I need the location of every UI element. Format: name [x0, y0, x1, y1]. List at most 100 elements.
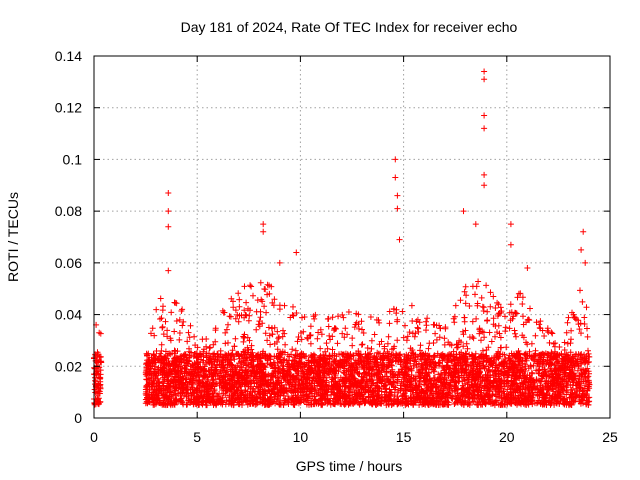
data-point: [476, 325, 483, 332]
data-point: [413, 373, 419, 380]
data-point: [364, 361, 371, 368]
data-point: [271, 324, 278, 331]
data-point: [283, 388, 290, 395]
data-point: [460, 331, 467, 338]
data-point: [496, 389, 503, 396]
data-point: [178, 353, 185, 359]
data-point: [149, 389, 156, 396]
data-point: [299, 314, 305, 321]
data-point: [484, 308, 491, 315]
data-point: [233, 381, 240, 387]
data-point: [466, 303, 473, 309]
data-point: [236, 296, 243, 303]
data-point: [458, 386, 465, 393]
data-point: [416, 367, 423, 374]
data-point: [568, 327, 575, 334]
data-point: [217, 358, 223, 365]
data-point: [559, 362, 566, 369]
data-point: [240, 338, 247, 345]
data-point: [177, 398, 183, 405]
data-point: [265, 371, 272, 378]
data-point: [265, 324, 272, 331]
data-point: [565, 314, 572, 321]
data-point: [260, 348, 267, 355]
data-point: [415, 328, 422, 335]
data-point: [274, 360, 281, 366]
data-point: [266, 388, 273, 395]
data-point: [535, 361, 542, 367]
data-point: [268, 283, 275, 290]
data-point: [402, 322, 408, 329]
data-point: [176, 336, 183, 343]
data-point: [358, 391, 365, 398]
data-point: [583, 397, 590, 404]
data-point: [466, 402, 473, 408]
data-point: [449, 357, 456, 364]
data-point: [418, 350, 425, 357]
data-point: [226, 397, 232, 403]
data-point: [275, 335, 282, 342]
data-point: [502, 328, 509, 335]
data-point: [180, 401, 187, 408]
data-point: [546, 339, 553, 346]
data-point: [323, 377, 330, 384]
data-point: [235, 290, 242, 297]
data-point: [326, 366, 333, 373]
data-point: [514, 294, 521, 301]
data-point: [386, 308, 393, 315]
data-point: [445, 402, 452, 408]
data-points: [91, 68, 593, 409]
data-point: [561, 347, 568, 353]
data-point: [271, 340, 278, 347]
data-point: [371, 331, 378, 338]
data-point: [475, 370, 482, 377]
data-point: [290, 303, 296, 310]
data-point: [318, 331, 325, 338]
data-point: [412, 356, 419, 363]
data-point: [168, 309, 175, 316]
data-point: [478, 294, 485, 301]
data-point: [550, 388, 557, 395]
data-point: [323, 360, 330, 367]
data-point: [307, 323, 314, 330]
data-point: [304, 385, 311, 392]
data-point: [441, 341, 448, 348]
data-point: [487, 303, 494, 310]
data-point: [162, 354, 169, 361]
data-point: [488, 338, 495, 345]
data-point: [288, 361, 295, 368]
data-point: [413, 364, 420, 371]
data-point: [564, 319, 571, 326]
data-point: [578, 330, 584, 337]
data-point: [540, 399, 547, 405]
data-point: [282, 341, 289, 348]
data-point: [472, 368, 479, 375]
data-point: [552, 340, 559, 347]
data-point: [387, 370, 394, 376]
data-point: [253, 326, 260, 333]
data-point: [245, 398, 252, 405]
data-point: [583, 304, 590, 311]
data-point: [197, 351, 203, 358]
data-point: [274, 328, 281, 335]
data-point: [326, 359, 333, 365]
data-point: [342, 388, 349, 395]
data-point: [298, 367, 305, 374]
data-point: [96, 376, 103, 382]
data-point: [472, 291, 478, 298]
data-point: [513, 310, 520, 317]
data-point: [276, 302, 283, 309]
data-point: [213, 380, 220, 387]
data-point: [406, 329, 413, 336]
data-point: [366, 387, 373, 394]
data-point: [288, 389, 295, 396]
data-point: [94, 368, 101, 375]
data-point: [270, 302, 277, 309]
data-point: [483, 282, 490, 289]
data-point: [225, 339, 231, 346]
data-point: [500, 388, 506, 395]
data-point: [167, 363, 174, 370]
data-point: [515, 290, 522, 297]
data-point: [365, 394, 372, 401]
data-point: [584, 365, 591, 372]
